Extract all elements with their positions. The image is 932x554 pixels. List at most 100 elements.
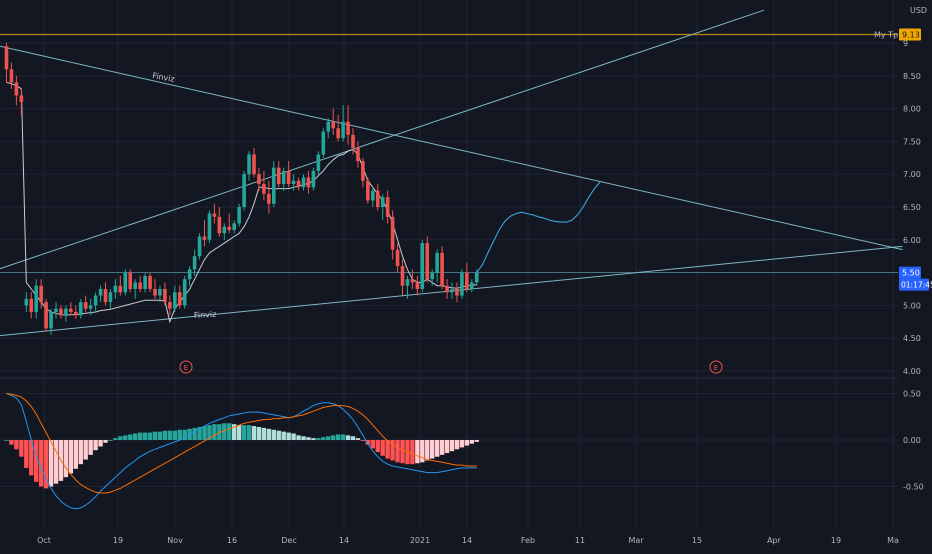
macd-histogram-bar[interactable]	[227, 423, 232, 440]
macd-histogram-bar[interactable]	[123, 435, 128, 440]
macd-histogram-bar[interactable]	[306, 437, 311, 440]
macd-pane[interactable]	[4, 393, 479, 510]
projection-path[interactable]	[476, 181, 601, 273]
macd-histogram-bar[interactable]	[83, 440, 88, 460]
candle-body[interactable]	[425, 243, 430, 280]
macd-histogram-bar[interactable]	[98, 440, 103, 447]
candle-body[interactable]	[410, 279, 415, 283]
candle-body[interactable]	[9, 69, 14, 83]
macd-histogram-bar[interactable]	[236, 425, 242, 440]
candle-body[interactable]	[267, 193, 271, 204]
candle-body[interactable]	[138, 282, 142, 289]
candle-body[interactable]	[34, 285, 38, 312]
macd-histogram-bar[interactable]	[207, 425, 212, 440]
candle-body[interactable]	[187, 269, 192, 280]
macd-histogram-bar[interactable]	[192, 427, 197, 440]
macd-histogram-bar[interactable]	[415, 440, 420, 464]
macd-histogram-bar[interactable]	[316, 438, 321, 440]
macd-histogram-bar[interactable]	[241, 425, 247, 440]
macd-histogram-bar[interactable]	[48, 440, 54, 487]
candle-body[interactable]	[197, 236, 202, 257]
candle-body[interactable]	[217, 216, 222, 234]
macd-histogram-bar[interactable]	[444, 440, 450, 454]
candle-body[interactable]	[123, 272, 128, 293]
macd-histogram-bar[interactable]	[311, 438, 316, 440]
macd-histogram-bar[interactable]	[326, 436, 331, 440]
macd-histogram-bar[interactable]	[261, 427, 267, 440]
candle-body[interactable]	[296, 180, 301, 188]
candle-body[interactable]	[306, 177, 311, 188]
macd-histogram-bar[interactable]	[355, 438, 361, 440]
candle-body[interactable]	[326, 121, 331, 132]
macd-histogram-bar[interactable]	[296, 435, 301, 440]
candle-body[interactable]	[24, 298, 29, 306]
macd-histogram-bar[interactable]	[212, 424, 217, 440]
macd-histogram-bar[interactable]	[434, 440, 440, 457]
candle-body[interactable]	[177, 292, 182, 306]
candle-body[interactable]	[366, 180, 370, 201]
macd-histogram-bar[interactable]	[266, 428, 272, 440]
macd-histogram-bar[interactable]	[118, 436, 123, 440]
candle-body[interactable]	[450, 289, 454, 293]
macd-histogram-bar[interactable]	[454, 440, 460, 450]
trendline-ascending-channel[interactable]	[0, 9, 765, 270]
macd-histogram-bar[interactable]	[301, 436, 306, 440]
macd-histogram-bar[interactable]	[19, 440, 24, 457]
macd-histogram-bar[interactable]	[73, 440, 78, 469]
candle-body[interactable]	[108, 292, 113, 303]
candle-body[interactable]	[380, 197, 385, 207]
candle-body[interactable]	[14, 82, 19, 96]
candle-body[interactable]	[207, 213, 212, 240]
candle-body[interactable]	[74, 311, 78, 316]
macd-histogram-bar[interactable]	[291, 433, 296, 440]
candle-body[interactable]	[470, 282, 474, 289]
candle-body[interactable]	[385, 197, 390, 217]
macd-histogram-bar[interactable]	[321, 437, 326, 440]
macd-histogram-bar[interactable]	[103, 440, 108, 443]
macd-histogram-bar[interactable]	[345, 435, 351, 440]
macd-histogram-bar[interactable]	[425, 440, 430, 461]
candle-body[interactable]	[93, 295, 98, 306]
earnings-event-marker[interactable]: E	[179, 360, 193, 374]
candle-body[interactable]	[291, 180, 296, 185]
macd-histogram-bar[interactable]	[390, 440, 395, 461]
candle-body[interactable]	[281, 170, 286, 185]
macd-histogram-bar[interactable]	[108, 440, 113, 441]
macd-histogram-bar[interactable]	[246, 425, 252, 440]
macd-histogram-bar[interactable]	[29, 440, 34, 476]
macd-histogram-bar[interactable]	[286, 432, 291, 440]
macd-histogram-bar[interactable]	[281, 431, 286, 440]
macd-histogram-bar[interactable]	[43, 440, 49, 489]
candle-body[interactable]	[143, 275, 147, 289]
macd-histogram-bar[interactable]	[34, 440, 39, 482]
candle-body[interactable]	[192, 256, 197, 270]
macd-histogram-bar[interactable]	[14, 440, 19, 450]
candle-body[interactable]	[168, 302, 172, 309]
macd-histogram-bar[interactable]	[276, 430, 281, 440]
macd-histogram-bar[interactable]	[24, 440, 29, 468]
candle-body[interactable]	[420, 243, 425, 289]
macd-histogram-bar[interactable]	[370, 440, 375, 449]
candle-body[interactable]	[64, 308, 68, 316]
candle-body[interactable]	[222, 226, 227, 234]
candle-body[interactable]	[113, 285, 118, 293]
candle-body[interactable]	[212, 213, 217, 217]
candle-body[interactable]	[88, 305, 93, 309]
candle-body[interactable]	[148, 275, 152, 289]
macd-histogram-bar[interactable]	[63, 440, 69, 478]
macd-histogram-bar[interactable]	[142, 432, 148, 440]
candle-body[interactable]	[400, 266, 405, 286]
macd-histogram-bar[interactable]	[469, 440, 474, 444]
macd-histogram-bar[interactable]	[340, 434, 346, 440]
macd-histogram-bar[interactable]	[68, 440, 74, 474]
candle-body[interactable]	[361, 161, 365, 181]
macd-histogram-bar[interactable]	[53, 440, 59, 484]
candle-body[interactable]	[83, 302, 88, 309]
candle-body[interactable]	[118, 285, 123, 293]
macd-histogram-bar[interactable]	[439, 440, 445, 455]
candle-body[interactable]	[202, 236, 207, 240]
macd-histogram-bar[interactable]	[202, 426, 207, 440]
macd-histogram-bar[interactable]	[152, 431, 158, 440]
macd-histogram-bar[interactable]	[360, 440, 366, 441]
macd-histogram-bar[interactable]	[420, 440, 425, 463]
